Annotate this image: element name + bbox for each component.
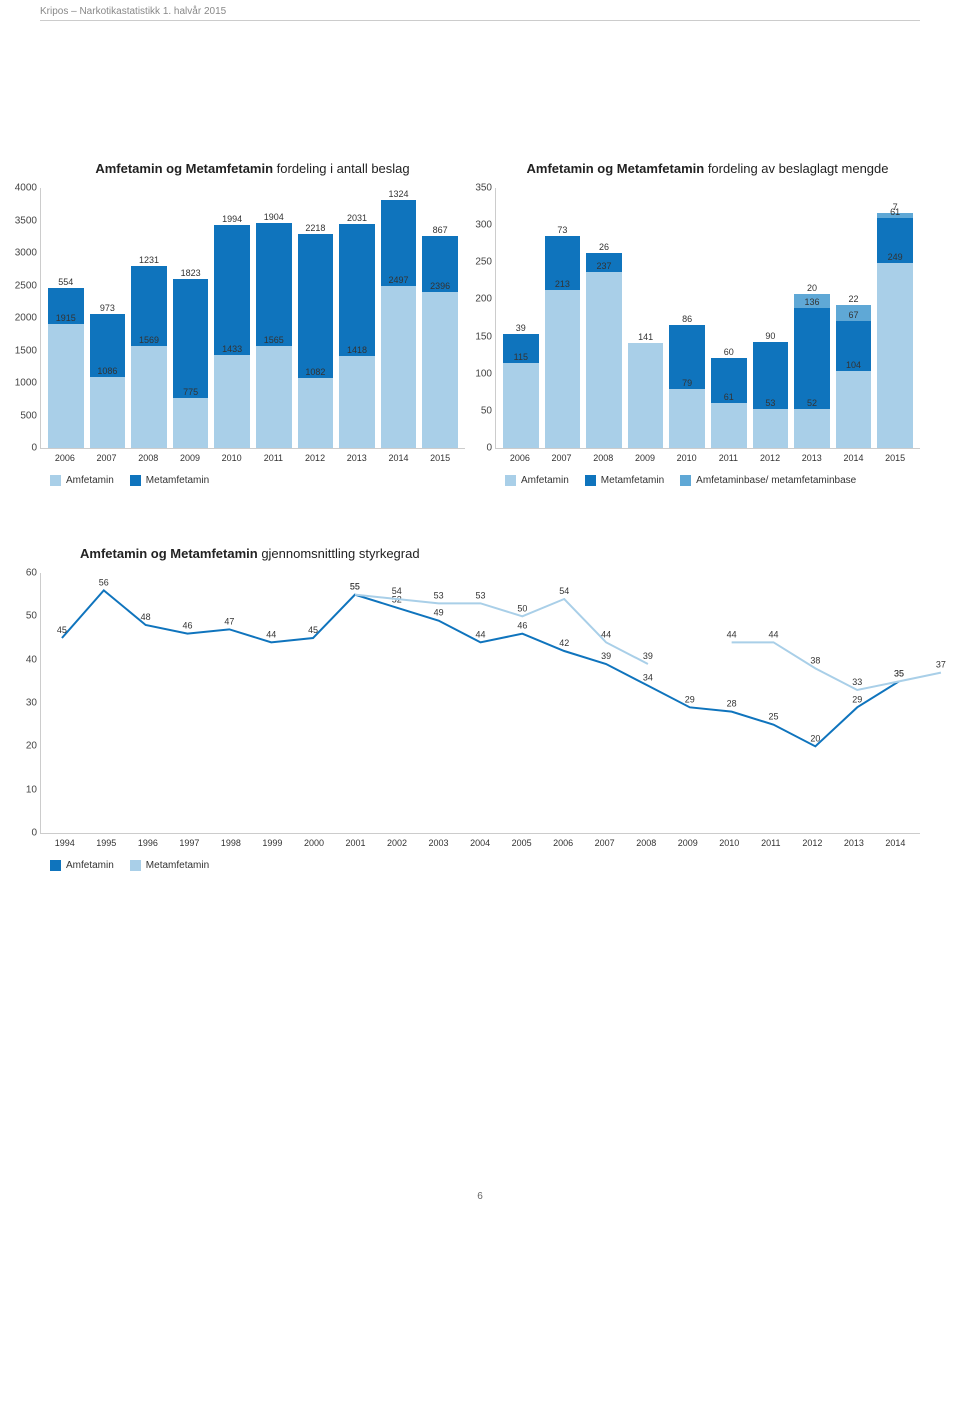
svg-text:39: 39: [601, 651, 611, 661]
bar-col: 19041565: [256, 188, 292, 448]
svg-text:56: 56: [99, 577, 109, 587]
svg-text:49: 49: [434, 608, 444, 618]
chart1-legend: Amfetamin Metamfetamin: [40, 475, 465, 486]
svg-text:50: 50: [517, 603, 527, 613]
chart1-title: Amfetamin og Metamfetamin fordeling i an…: [40, 161, 465, 176]
bar-col: 2267104: [836, 188, 872, 448]
svg-text:34: 34: [643, 673, 653, 683]
svg-text:35: 35: [894, 668, 904, 678]
bar-col: 9731086: [90, 188, 126, 448]
bar-col: 141: [628, 188, 664, 448]
chart-beslaglagt-mengde: Amfetamin og Metamfetamin fordeling av b…: [495, 161, 920, 486]
bar-col: 761249: [877, 188, 913, 448]
bar-col: 8679: [669, 188, 705, 448]
svg-text:55: 55: [350, 582, 360, 592]
svg-text:38: 38: [810, 655, 820, 665]
bar-col: 13242497: [381, 188, 417, 448]
svg-text:25: 25: [769, 712, 779, 722]
svg-text:53: 53: [434, 590, 444, 600]
bar-col: 6061: [711, 188, 747, 448]
chart2-title: Amfetamin og Metamfetamin fordeling av b…: [495, 161, 920, 176]
svg-text:29: 29: [852, 694, 862, 704]
chart3-legend: Amfetamin Metamfetamin: [40, 860, 920, 871]
chart-styrkegrad: Amfetamin og Metamfetamin gjennomsnittli…: [40, 546, 920, 871]
svg-text:54: 54: [392, 586, 402, 596]
bar-col: 8672396: [422, 188, 458, 448]
svg-text:45: 45: [308, 625, 318, 635]
svg-text:48: 48: [141, 612, 151, 622]
bar-col: 1823775: [173, 188, 209, 448]
page-header: Kripos – Narkotikastatistikk 1. halvår 2…: [40, 0, 920, 21]
bar-col: 9053: [753, 188, 789, 448]
bar-col: 39115: [503, 188, 539, 448]
svg-text:44: 44: [476, 629, 486, 639]
svg-text:45: 45: [57, 625, 67, 635]
chart2-legend: Amfetamin Metamfetamin Amfetaminbase/ me…: [495, 475, 920, 486]
bar-col: 73213: [545, 188, 581, 448]
svg-text:33: 33: [852, 677, 862, 687]
svg-text:20: 20: [810, 733, 820, 743]
svg-text:54: 54: [559, 586, 569, 596]
svg-text:47: 47: [224, 616, 234, 626]
svg-text:46: 46: [183, 621, 193, 631]
bar-col: 2013652: [794, 188, 830, 448]
bar-col: 12311569: [131, 188, 167, 448]
svg-text:46: 46: [517, 621, 527, 631]
svg-text:28: 28: [727, 699, 737, 709]
svg-text:44: 44: [769, 629, 779, 639]
bar-col: 19941433: [214, 188, 250, 448]
bar-col: 22181082: [298, 188, 334, 448]
svg-text:44: 44: [601, 629, 611, 639]
svg-text:39: 39: [643, 651, 653, 661]
bar-col: 20311418: [339, 188, 375, 448]
bar-col: 26237: [586, 188, 622, 448]
svg-text:44: 44: [727, 629, 737, 639]
svg-text:42: 42: [559, 638, 569, 648]
page-number: 6: [40, 1191, 920, 1222]
svg-text:44: 44: [266, 629, 276, 639]
svg-text:29: 29: [685, 694, 695, 704]
chart3-title: Amfetamin og Metamfetamin gjennomsnittli…: [40, 546, 920, 561]
svg-text:53: 53: [476, 590, 486, 600]
svg-text:37: 37: [936, 660, 946, 670]
chart-antall-beslag: Amfetamin og Metamfetamin fordeling i an…: [40, 161, 465, 486]
bar-col: 5541915: [48, 188, 84, 448]
